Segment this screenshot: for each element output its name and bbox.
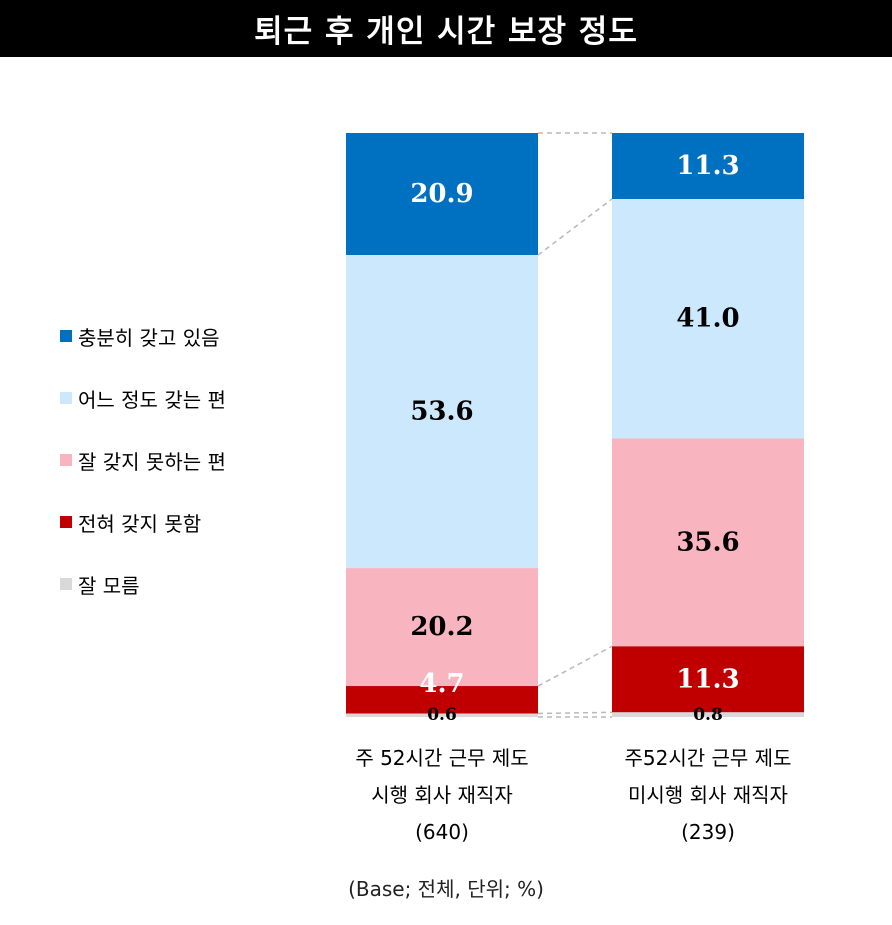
bar-segment bbox=[346, 686, 538, 714]
legend-item: 잘 모름 bbox=[60, 553, 226, 615]
legend-item: 전혀 갖지 못함 bbox=[60, 491, 226, 553]
legend-swatch bbox=[60, 330, 72, 342]
legend-item: 충분히 갖고 있음 bbox=[60, 305, 226, 367]
legend-item: 어느 정도 갖는 편 bbox=[60, 367, 226, 429]
data-label: 41.0 bbox=[676, 304, 739, 334]
bar-segment bbox=[346, 568, 538, 687]
category-label: 미시행 회사 재직자 bbox=[628, 783, 788, 807]
data-label: 0.8 bbox=[693, 705, 723, 725]
category-label: 주52시간 근무 제도 bbox=[625, 746, 792, 770]
data-label: 53.6 bbox=[410, 397, 473, 427]
title-bar: 퇴근 후 개인 시간 보장 정도 bbox=[0, 0, 892, 57]
legend-label: 충분히 갖고 있음 bbox=[78, 325, 220, 350]
legend-label: 잘 모름 bbox=[78, 573, 140, 598]
legend-swatch bbox=[60, 516, 72, 528]
category-label: (640) bbox=[415, 820, 469, 844]
data-label: 11.3 bbox=[676, 664, 739, 694]
stacked-bar-chart: 20.9 53.6 20.2 4.7 0.6 11.3 41.0 35.6 11.3 0.8 주 5… bbox=[346, 132, 804, 844]
bar-segment bbox=[612, 646, 804, 713]
legend-label: 전혀 갖지 못함 bbox=[78, 511, 202, 536]
footnote: (Base; 전체, 단위; %) bbox=[348, 877, 544, 901]
connector-line bbox=[537, 711, 613, 715]
bar-segment bbox=[612, 133, 804, 199]
bar-segment bbox=[612, 198, 804, 439]
legend-item: 잘 갖지 못하는 편 bbox=[60, 429, 226, 491]
chart-title: 퇴근 후 개인 시간 보장 정도 bbox=[254, 14, 638, 50]
category-label: (239) bbox=[681, 820, 735, 844]
category-label: 시행 회사 재직자 bbox=[371, 783, 513, 807]
legend-swatch bbox=[60, 578, 72, 590]
data-label: 11.3 bbox=[676, 151, 739, 181]
legend-label: 어느 정도 갖는 편 bbox=[78, 387, 226, 412]
data-label: 35.6 bbox=[676, 527, 739, 557]
data-label: 0.6 bbox=[427, 705, 457, 725]
bar-segment bbox=[346, 255, 538, 569]
connector-line bbox=[537, 198, 613, 256]
connector-line bbox=[537, 645, 613, 687]
bar-segment bbox=[346, 713, 538, 717]
data-label: 20.2 bbox=[410, 612, 473, 642]
bar-segment bbox=[612, 438, 804, 647]
legend-label: 잘 갖지 못하는 편 bbox=[78, 449, 226, 474]
bar-segment bbox=[612, 712, 804, 717]
legend-swatch bbox=[60, 454, 72, 466]
bar-segment bbox=[346, 133, 538, 256]
data-label: 20.9 bbox=[410, 179, 473, 209]
legend-swatch bbox=[60, 392, 72, 404]
category-label: 주 52시간 근무 제도 bbox=[355, 746, 528, 770]
data-label: 4.7 bbox=[419, 669, 464, 699]
